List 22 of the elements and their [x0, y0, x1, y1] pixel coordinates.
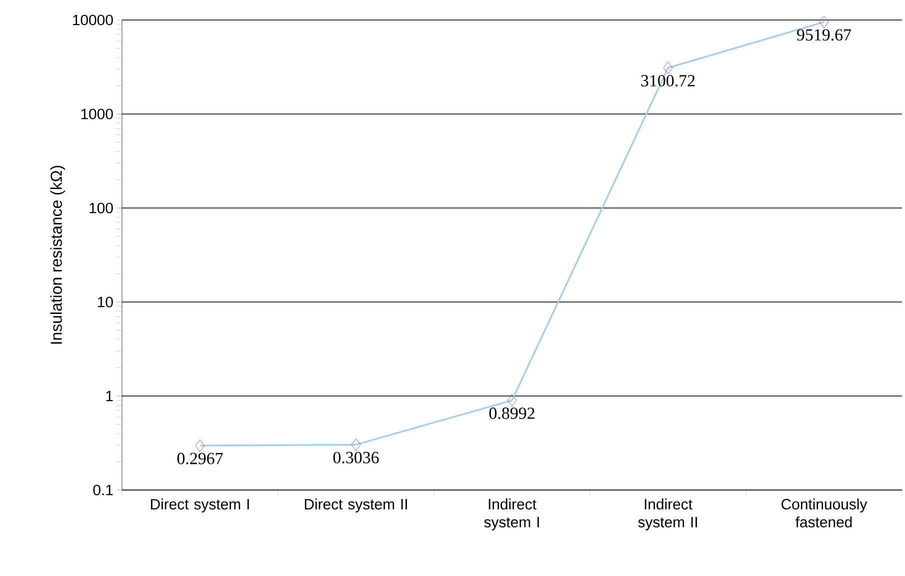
x-tick-label: Continuously fastened — [782, 498, 868, 528]
point — [819, 16, 829, 28]
data-label: 9519.67 — [797, 29, 852, 41]
data-label: 0.8992 — [489, 408, 534, 420]
point — [507, 394, 517, 407]
data-label: 0.2967 — [177, 452, 223, 464]
x-tick-label: Indirect system II — [638, 498, 697, 530]
y-tick-label: 10000 — [73, 14, 113, 26]
y-tick-label: 0.1 — [93, 484, 113, 496]
data-label: 3100.72 — [641, 75, 695, 86]
x-tick-label: Direct system II — [304, 498, 407, 512]
y-tick-label: 100 — [90, 202, 113, 214]
x-tick-label: Direct system I — [150, 498, 249, 512]
point — [351, 438, 361, 451]
y-axis-title: Insulation resistance (kΩ) — [50, 166, 66, 344]
point — [195, 439, 205, 452]
point — [663, 62, 673, 74]
data-label: 0.3036 — [333, 452, 379, 464]
y-tick-label: 1 — [106, 390, 113, 402]
x-tick-label: Indirect system I — [484, 498, 539, 530]
y-tick-label: 1000 — [81, 108, 113, 120]
y-tick-label: 10 — [98, 296, 113, 308]
